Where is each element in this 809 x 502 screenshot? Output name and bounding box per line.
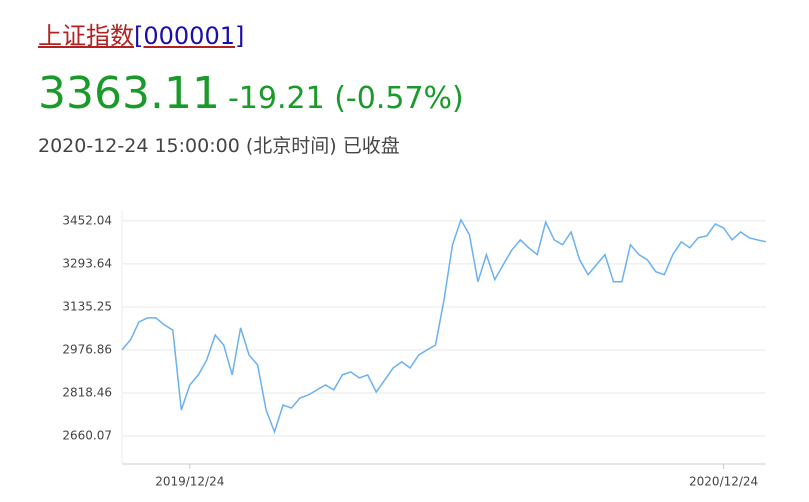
y-tick-label: 3452.04 [62,213,112,227]
index-name[interactable]: 上证指数[000001] [38,16,244,51]
x-tick-label: 2020/12/24 [689,475,758,489]
y-tick-label: 2818.46 [62,385,112,399]
y-tick-label: 2976.86 [62,342,112,356]
price-line [121,217,767,435]
index-code[interactable]: [000001] [134,22,245,50]
index-title[interactable]: 上证指数 [38,22,134,50]
price-row: 3363.11 -19.21 (-0.57%) [38,68,464,119]
price: 3363.11 [38,68,220,119]
y-tick-label: 3135.25 [62,299,112,313]
price-change: -19.21 (-0.57%) [227,81,464,116]
y-tick-label: 3293.64 [62,256,112,270]
x-tick-label: 2019/12/24 [155,475,224,489]
timestamp: 2020-12-24 15:00:00 (北京时间) 已收盘 [38,135,400,157]
y-tick-label: 2660.07 [62,429,112,443]
